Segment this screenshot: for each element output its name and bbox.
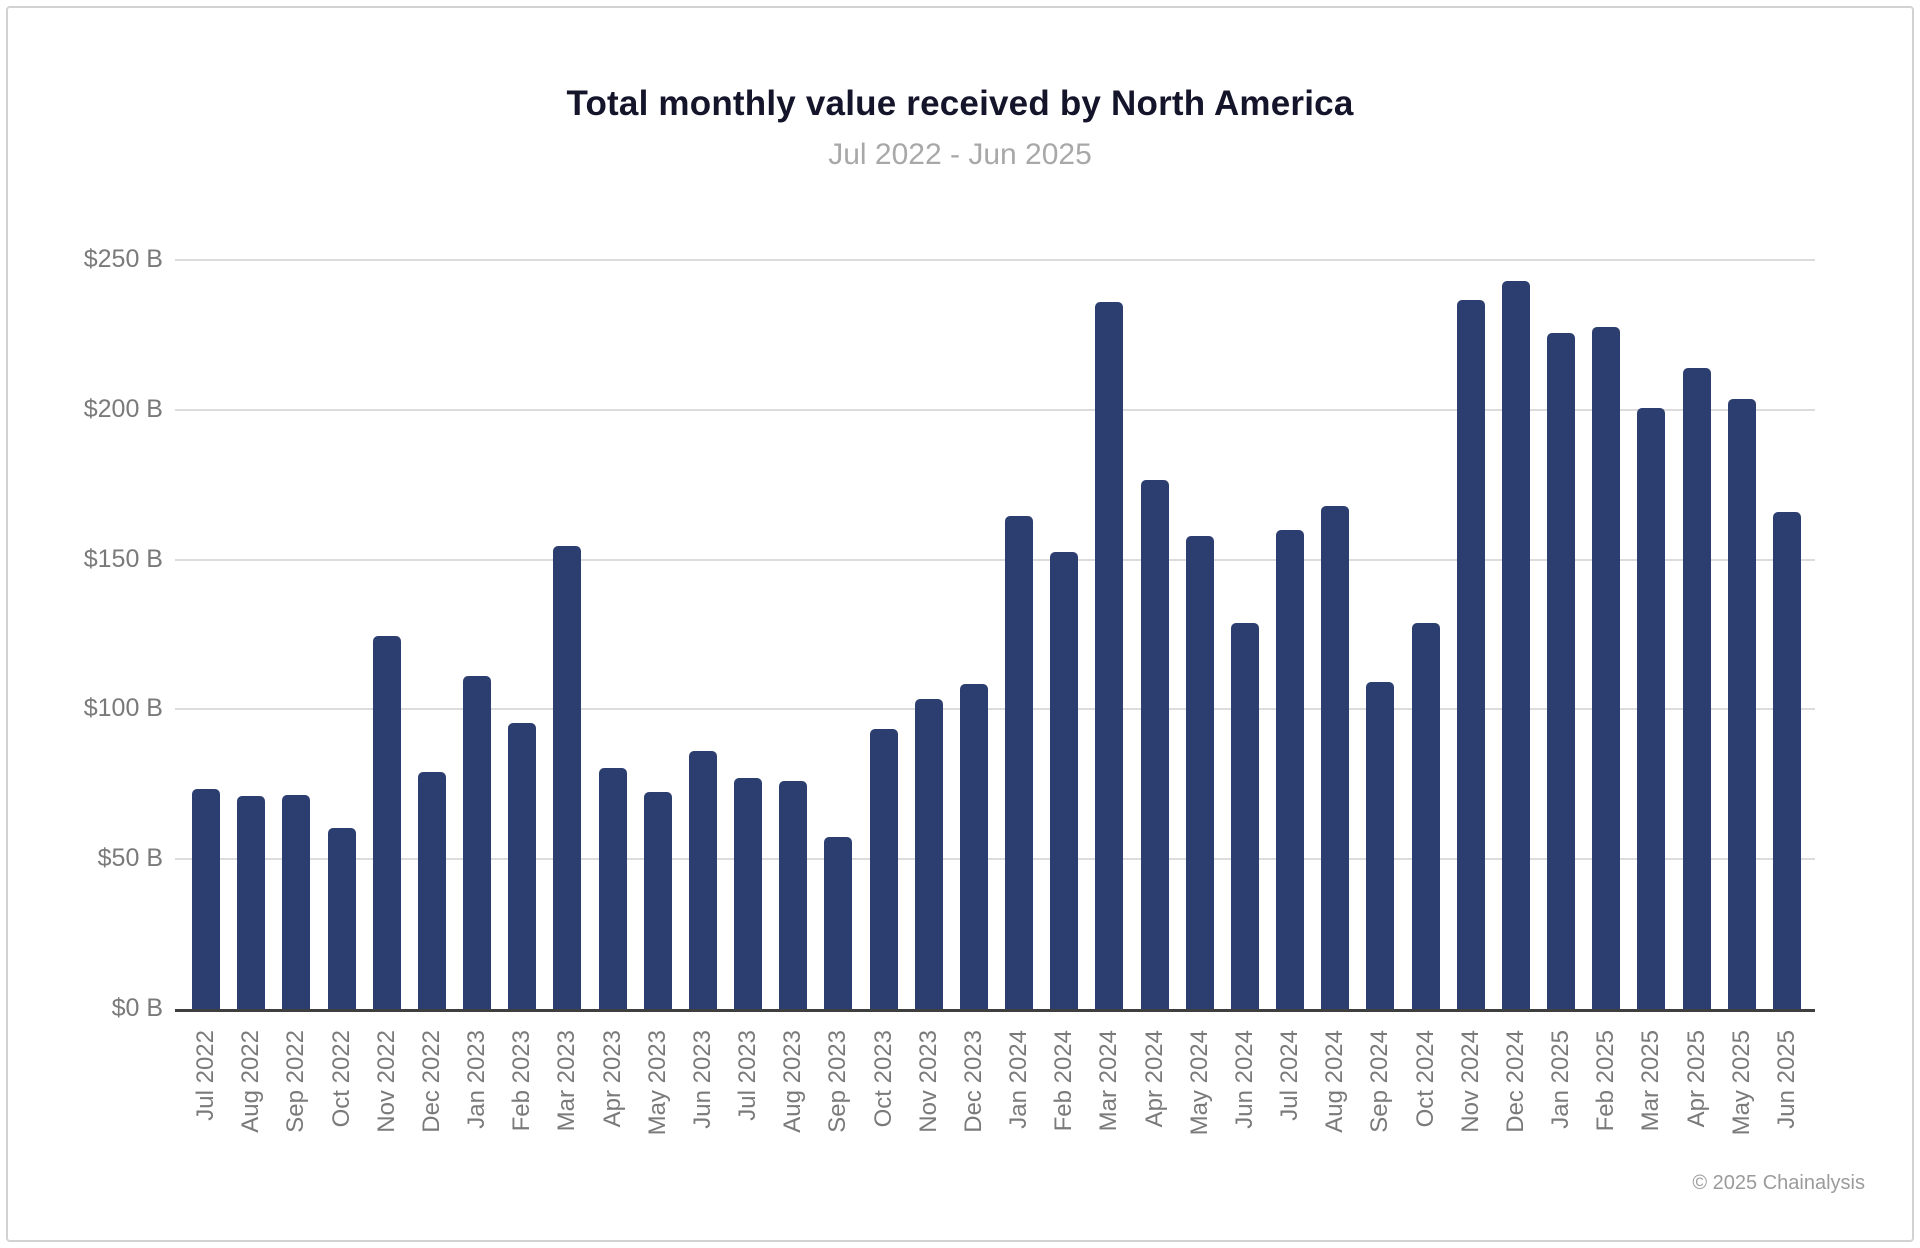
bar-jun-2024: [1230, 622, 1259, 1009]
plot-area: [175, 259, 1815, 1012]
y-tick-label-0: $0 B: [111, 994, 163, 1022]
x-axis-line: [175, 1009, 1815, 1012]
y-tick-label-150: $150 B: [83, 544, 163, 573]
x-tick-label-jun-2023: Jun 2023: [688, 1030, 716, 1129]
gridline-100: [175, 708, 1815, 711]
x-tick-label-jul-2024: Jul 2024: [1276, 1030, 1304, 1121]
bar-sep-2022: [282, 794, 311, 1009]
x-tick-label-dec-2024: Dec 2024: [1501, 1030, 1529, 1133]
bar-mar-2025: [1637, 408, 1666, 1009]
x-tick-label-nov-2024: Nov 2024: [1456, 1030, 1484, 1133]
bar-feb-2025: [1592, 327, 1621, 1009]
x-tick-label-sep-2022: Sep 2022: [282, 1030, 310, 1133]
bar-oct-2024: [1411, 622, 1440, 1009]
bar-apr-2025: [1682, 367, 1711, 1009]
bar-nov-2023: [914, 698, 943, 1009]
bar-oct-2022: [327, 827, 356, 1009]
bar-aug-2022: [237, 796, 266, 1009]
gridline-250: [175, 259, 1815, 261]
bar-jul-2022: [192, 788, 220, 1009]
x-tick-label-dec-2023: Dec 2023: [959, 1030, 987, 1133]
x-tick-label-aug-2023: Aug 2023: [779, 1030, 807, 1133]
bar-nov-2024: [1456, 300, 1485, 1009]
bar-jan-2025: [1547, 333, 1576, 1009]
bar-jul-2024: [1276, 529, 1305, 1009]
x-tick-label-jul-2023: Jul 2023: [734, 1030, 762, 1121]
x-tick-label-may-2024: May 2024: [1185, 1030, 1213, 1136]
x-tick-label-may-2023: May 2023: [643, 1030, 671, 1136]
x-tick-label-aug-2024: Aug 2024: [1321, 1030, 1349, 1133]
x-tick-label-jan-2024: Jan 2024: [1005, 1030, 1033, 1129]
bar-nov-2022: [372, 635, 401, 1009]
x-tick-label-jun-2025: Jun 2025: [1772, 1030, 1800, 1129]
chart-title: Total monthly value received by North Am…: [566, 84, 1354, 123]
x-tick-label-sep-2024: Sep 2024: [1366, 1030, 1394, 1133]
gridline-150: [175, 558, 1815, 561]
bar-may-2025: [1727, 399, 1756, 1009]
y-tick-label-250: $250 B: [83, 245, 163, 273]
bar-sep-2024: [1366, 682, 1395, 1009]
bar-aug-2023: [779, 781, 808, 1009]
x-tick-label-oct-2024: Oct 2024: [1411, 1030, 1439, 1128]
bar-sep-2023: [824, 836, 853, 1009]
bar-feb-2024: [1050, 552, 1079, 1009]
gridline-200: [175, 408, 1815, 411]
x-tick-label-feb-2023: Feb 2023: [508, 1030, 536, 1132]
x-tick-label-aug-2022: Aug 2022: [237, 1030, 265, 1133]
bar-jul-2023: [734, 778, 763, 1009]
x-tick-label-may-2025: May 2025: [1727, 1030, 1755, 1136]
bar-aug-2024: [1321, 505, 1350, 1009]
bar-mar-2023: [553, 546, 582, 1009]
x-tick-label-apr-2024: Apr 2024: [1140, 1030, 1168, 1128]
bar-dec-2022: [417, 772, 446, 1009]
bar-apr-2024: [1140, 480, 1169, 1009]
x-tick-label-jan-2023: Jan 2023: [463, 1030, 491, 1129]
x-tick-label-oct-2022: Oct 2022: [327, 1030, 355, 1128]
bar-may-2024: [1185, 535, 1214, 1009]
y-tick-label-100: $100 B: [83, 694, 163, 723]
bar-feb-2023: [508, 722, 537, 1009]
bar-may-2023: [643, 791, 672, 1009]
x-tick-label-sep-2023: Sep 2023: [824, 1030, 852, 1133]
x-tick-label-feb-2024: Feb 2024: [1050, 1030, 1078, 1132]
bar-oct-2023: [869, 728, 898, 1009]
x-tick-label-mar-2023: Mar 2023: [553, 1030, 581, 1132]
x-tick-label-nov-2023: Nov 2023: [914, 1030, 942, 1133]
bar-apr-2023: [598, 767, 627, 1009]
bar-jan-2023: [463, 676, 492, 1009]
y-tick-label-50: $50 B: [97, 844, 163, 873]
x-tick-label-dec-2022: Dec 2022: [417, 1030, 445, 1133]
x-tick-label-oct-2023: Oct 2023: [869, 1030, 897, 1128]
x-tick-label-mar-2025: Mar 2025: [1637, 1030, 1665, 1132]
copyright-attribution: © 2025 Chainalysis: [1692, 1172, 1865, 1194]
x-tick-label-jan-2025: Jan 2025: [1547, 1030, 1575, 1129]
bar-dec-2023: [959, 683, 988, 1009]
x-tick-label-jun-2024: Jun 2024: [1230, 1030, 1258, 1129]
bar-jun-2023: [688, 751, 717, 1009]
bar-dec-2024: [1501, 280, 1530, 1009]
gridline-50: [175, 858, 1815, 861]
bar-mar-2024: [1095, 301, 1124, 1009]
x-tick-label-apr-2025: Apr 2025: [1682, 1030, 1710, 1128]
x-tick-label-mar-2024: Mar 2024: [1095, 1030, 1123, 1132]
chart-subtitle: Jul 2022 - Jun 2025: [828, 138, 1092, 171]
x-tick-label-feb-2025: Feb 2025: [1592, 1030, 1620, 1132]
bar-jan-2024: [1005, 516, 1034, 1009]
x-tick-label-jul-2022: Jul 2022: [192, 1030, 219, 1121]
y-tick-label-200: $200 B: [83, 394, 163, 423]
x-tick-label-apr-2023: Apr 2023: [598, 1030, 626, 1128]
bar-jun-2025: [1772, 511, 1801, 1009]
x-tick-label-nov-2022: Nov 2022: [372, 1030, 400, 1133]
